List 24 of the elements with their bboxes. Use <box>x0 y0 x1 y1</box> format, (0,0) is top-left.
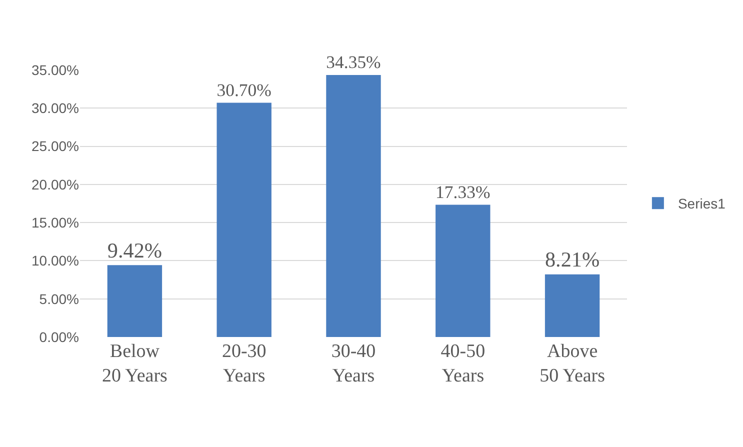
y-tick-label: 20.00% <box>32 176 79 192</box>
x-tick-label: 40-50 Years <box>440 341 486 387</box>
bar <box>216 102 272 337</box>
data-label: 34.35% <box>326 52 382 72</box>
legend-label: Series1 <box>678 196 726 212</box>
y-tick-label: 35.00% <box>32 62 79 78</box>
y-tick-label: 30.00% <box>32 100 79 116</box>
x-tick-label: 30-40 Years <box>331 341 376 387</box>
x-tick-label: Above 50 Years <box>540 341 606 387</box>
y-tick-label: 25.00% <box>32 138 79 154</box>
y-tick-label: 5.00% <box>39 290 79 307</box>
x-tick-label: 20-30 Years <box>222 341 266 387</box>
data-label: 30.70% <box>216 80 272 100</box>
bar <box>107 265 162 337</box>
y-tick-label: 0.00% <box>39 328 79 345</box>
data-label: 9.42% <box>107 238 162 262</box>
data-label: 8.21% <box>544 248 600 272</box>
y-tick-label: 10.00% <box>32 252 79 269</box>
x-tick-label: Below 20 Years <box>102 341 168 387</box>
data-label: 17.33% <box>436 182 490 202</box>
y-tick-label: 15.00% <box>32 214 79 230</box>
bar <box>436 204 490 337</box>
bar <box>544 274 600 337</box>
bar <box>326 74 381 337</box>
